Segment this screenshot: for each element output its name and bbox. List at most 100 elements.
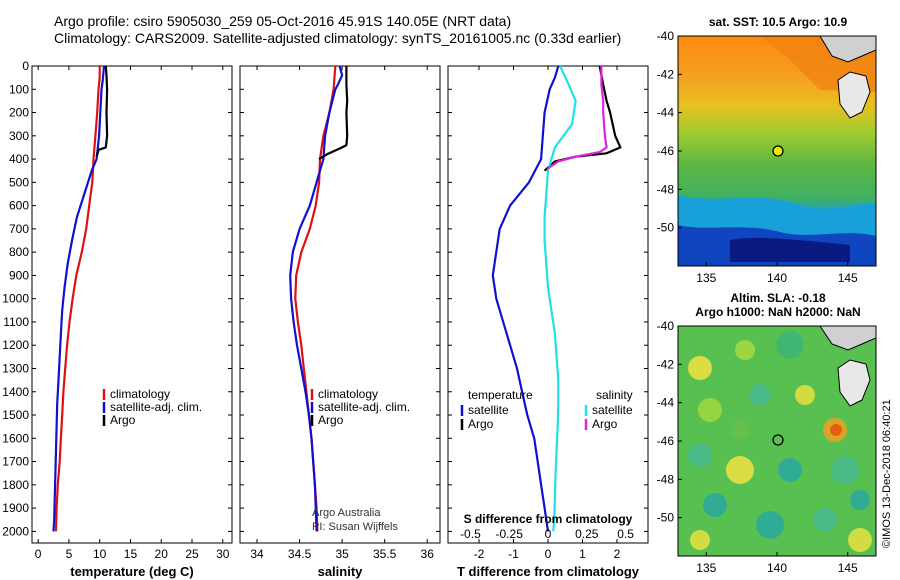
legend-label: satellite-adj. clim. bbox=[318, 400, 410, 414]
sla-blob bbox=[749, 384, 771, 406]
x-tick-label: 2 bbox=[614, 547, 621, 561]
secondary-tick-label: -0.25 bbox=[496, 527, 524, 541]
tasmania-land bbox=[837, 71, 871, 119]
map-lon-label: 135 bbox=[696, 271, 716, 285]
legend-label: climatology bbox=[318, 387, 378, 401]
legend-title: temperature bbox=[468, 388, 533, 402]
sla-map-subtitle: Argo h1000: NaN h2000: NaN bbox=[695, 305, 860, 319]
legend-label: Argo bbox=[468, 417, 494, 431]
depth-tick-label: 1200 bbox=[2, 338, 29, 352]
x-tick-label: 0 bbox=[35, 547, 42, 561]
depth-tick-label: 600 bbox=[9, 199, 29, 213]
depth-tick-label: 2000 bbox=[2, 524, 29, 538]
depth-tick-label: 1100 bbox=[3, 315, 29, 329]
credit-line: PI: Susan Wijffels bbox=[312, 521, 398, 533]
depth-tick-label: 1400 bbox=[2, 385, 29, 399]
map-lat-label: -40 bbox=[657, 319, 675, 333]
depth-tick-label: 1700 bbox=[2, 455, 29, 469]
depth-tick-label: 300 bbox=[9, 129, 29, 143]
profile-panels: 0100200300400500600700800900100011001200… bbox=[2, 59, 649, 579]
depth-tick-label: 500 bbox=[9, 175, 29, 189]
depth-tick-label: 100 bbox=[9, 82, 29, 96]
x-tick-label: 5 bbox=[66, 547, 73, 561]
sst-map: sat. SST: 10.5 Argo: 10.9 135 140 145 -40 -4… bbox=[657, 15, 877, 285]
legend-label: satellite bbox=[468, 403, 509, 417]
sla-blob bbox=[703, 493, 727, 517]
panel-salinity: 34 34.5 35 35.5 36 salinity climatologysatelli… bbox=[239, 65, 441, 579]
x-tick-label: 34 bbox=[250, 547, 264, 561]
legend-title: salinity bbox=[596, 388, 633, 402]
x-axis-label: temperature (deg C) bbox=[70, 564, 194, 579]
legend-label: Argo bbox=[318, 413, 344, 427]
sla-blob bbox=[726, 456, 754, 484]
x-tick-label: 0 bbox=[545, 547, 552, 561]
x-tick-label: -1 bbox=[508, 547, 519, 561]
map-lat-label: -40 bbox=[657, 29, 675, 43]
x-tick-label: 15 bbox=[124, 547, 138, 561]
x-axis-label: T difference from climatology bbox=[457, 564, 640, 579]
map-lon-label: 135 bbox=[696, 561, 716, 575]
secondary-tick-label: 0.25 bbox=[575, 527, 599, 541]
map-lat-label: -50 bbox=[657, 511, 675, 525]
sla-map-title: Altim. SLA: -0.18 bbox=[730, 291, 826, 305]
depth-tick-label: 900 bbox=[9, 268, 29, 282]
sla-map-field bbox=[678, 326, 876, 556]
sla-blob bbox=[830, 424, 842, 436]
sla-anomaly-blobs bbox=[688, 331, 872, 552]
legend-label: climatology bbox=[110, 387, 170, 401]
sla-blob bbox=[731, 421, 749, 439]
credit-line: Argo Australia bbox=[312, 507, 381, 519]
sla-blob bbox=[778, 458, 802, 482]
header-line-2: Climatology: CARS2009. Satellite-adjuste… bbox=[54, 30, 621, 46]
sla-blob bbox=[756, 511, 784, 539]
series-line-s-argo bbox=[547, 66, 608, 170]
x-tick-label: 35.5 bbox=[373, 547, 397, 561]
imos-credit: ©IMOS 13-Dec-2018 06:40:21 bbox=[881, 399, 893, 548]
map-lat-label: -50 bbox=[657, 221, 675, 235]
legend-label: satellite bbox=[592, 403, 633, 417]
map-lon-label: 145 bbox=[838, 561, 858, 575]
sla-blob bbox=[795, 385, 815, 405]
series-line-argo bbox=[95, 65, 109, 157]
mainland-coast bbox=[819, 36, 876, 63]
map-lat-label: -46 bbox=[657, 434, 675, 448]
x-tick-label: 36 bbox=[421, 547, 435, 561]
series-line-climatology bbox=[54, 66, 101, 532]
panel-frame bbox=[31, 65, 233, 544]
sst-map-title: sat. SST: 10.5 Argo: 10.9 bbox=[709, 15, 848, 29]
series-line-argo bbox=[318, 66, 349, 161]
sla-blob bbox=[850, 490, 870, 510]
depth-tick-label: 1900 bbox=[2, 501, 29, 515]
secondary-tick-label: 0.5 bbox=[617, 527, 634, 541]
tasmania-land bbox=[837, 359, 871, 407]
sla-blob bbox=[776, 331, 804, 359]
map-lon-label: 140 bbox=[767, 561, 787, 575]
x-tick-label: 10 bbox=[93, 547, 107, 561]
mainland-coast bbox=[819, 326, 876, 351]
argo-location-marker bbox=[772, 145, 784, 157]
map-lat-label: -44 bbox=[657, 106, 675, 120]
header-line-1: Argo profile: csiro 5905030_259 05-Oct-2… bbox=[54, 13, 511, 29]
sst-map-axes: 135 140 145 -40 -42 -44 -46 -48 -50 bbox=[657, 29, 858, 285]
series-line-satellite-adj--clim- bbox=[52, 65, 106, 532]
sst-coldest-patch bbox=[730, 237, 850, 262]
depth-tick-label: 1300 bbox=[2, 361, 29, 375]
map-lat-label: -48 bbox=[657, 472, 675, 486]
x-tick-label: 25 bbox=[185, 547, 199, 561]
map-lat-label: -46 bbox=[657, 144, 675, 158]
map-lat-label: -42 bbox=[657, 67, 675, 81]
x-tick-label: 35 bbox=[335, 547, 349, 561]
legend-label: satellite-adj. clim. bbox=[110, 400, 202, 414]
sla-blob bbox=[688, 356, 712, 380]
x-tick-label: -2 bbox=[474, 547, 485, 561]
secondary-tick-label: 0 bbox=[545, 527, 552, 541]
panel-difference: -2 -1 0 1 2 T difference from climatology temp… bbox=[447, 65, 649, 579]
depth-tick-label: 1800 bbox=[2, 478, 29, 492]
panel-frame bbox=[239, 65, 441, 544]
x-tick-label: 1 bbox=[579, 547, 586, 561]
secondary-axis-label: S difference from climatology bbox=[464, 512, 633, 526]
sla-blob bbox=[688, 443, 712, 467]
sla-blob bbox=[831, 456, 859, 484]
map-lat-label: -48 bbox=[657, 182, 675, 196]
